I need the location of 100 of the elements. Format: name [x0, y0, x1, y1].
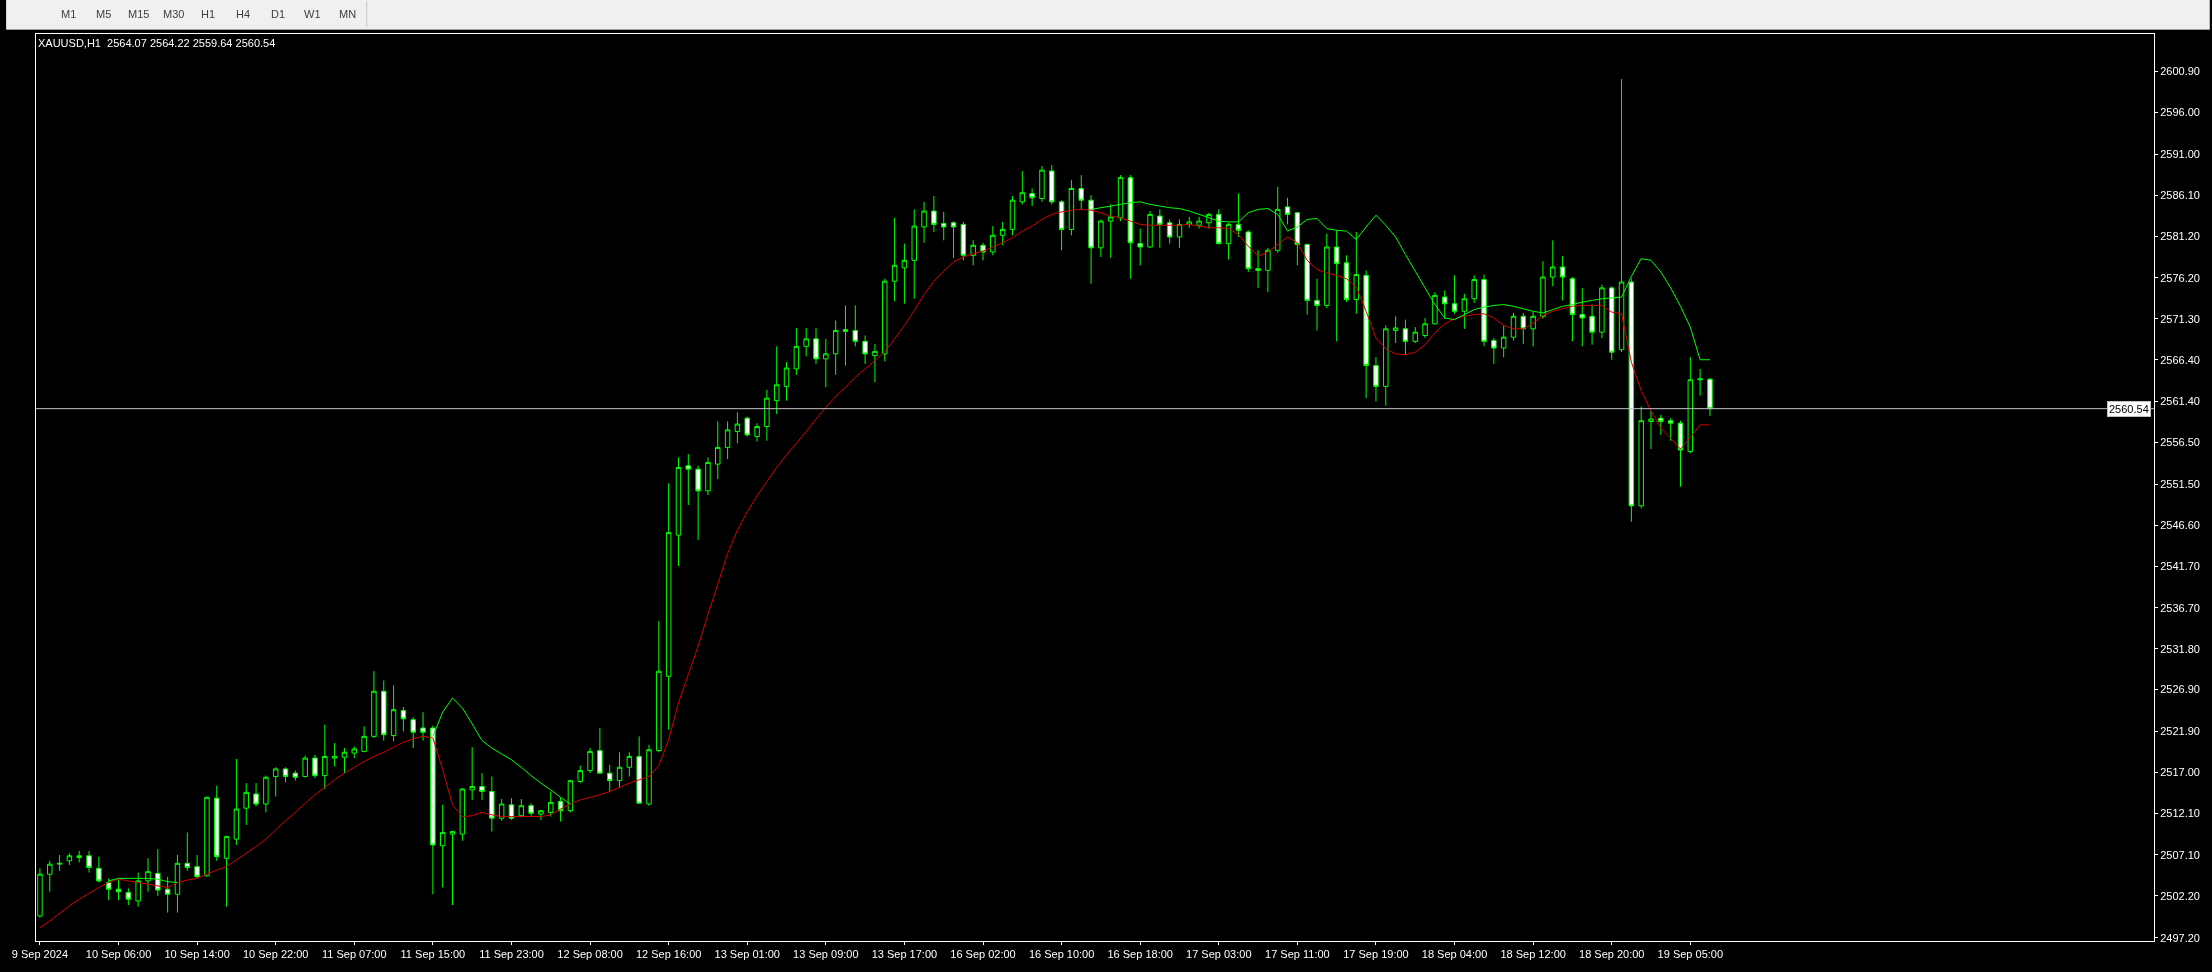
- candlestick: [312, 754, 318, 779]
- x-tick-label: 18 Sep 12:00: [1500, 948, 1566, 961]
- candlestick: [744, 416, 750, 438]
- candlestick: [410, 716, 416, 749]
- candlestick: [47, 860, 53, 893]
- candlestick: [1225, 222, 1232, 260]
- text: W1: [304, 8, 321, 20]
- y-tick-label: 2521.90: [2160, 725, 2200, 738]
- x-tick-label: 16 Sep 10:00: [1028, 948, 1095, 961]
- candlestick: [1402, 319, 1409, 356]
- candlestick: [1422, 317, 1428, 339]
- candlestick: [322, 724, 328, 790]
- y-tick-label: 2497.20: [2160, 931, 2200, 944]
- candlestick: [813, 327, 819, 365]
- candlestick: [803, 327, 809, 357]
- candlestick: [783, 361, 790, 402]
- candlestick: [1098, 218, 1104, 258]
- candlestick: [361, 725, 367, 753]
- y-tick-label: 2596.00: [2160, 106, 2200, 119]
- candlestick: [990, 225, 996, 256]
- candlestick: [204, 796, 210, 878]
- candlestick: [901, 243, 908, 305]
- candlestick: [489, 775, 495, 833]
- candlestick: [214, 785, 220, 862]
- candlestick: [1579, 287, 1585, 347]
- candlestick: [1137, 228, 1143, 266]
- candlestick: [1569, 276, 1576, 342]
- candlestick: [233, 758, 240, 846]
- text: M30: [163, 8, 185, 20]
- candlestick: [911, 208, 917, 300]
- y-tick-label: 2581.20: [2160, 229, 2200, 242]
- candlestick: [184, 831, 191, 872]
- x-tick-label: 9 Sep 2024: [11, 948, 69, 961]
- candlestick: [1530, 310, 1536, 347]
- text: M1: [61, 8, 77, 20]
- candlestick: [1284, 197, 1291, 225]
- candlestick: [292, 770, 299, 782]
- text: D1: [271, 8, 286, 20]
- candlestick: [940, 211, 947, 241]
- y-tick-label: 2546.60: [2160, 518, 2200, 531]
- candlestick: [420, 711, 426, 742]
- candlestick: [341, 747, 348, 774]
- candlestick: [1216, 208, 1222, 245]
- candlestick: [371, 670, 377, 739]
- candlestick: [1009, 195, 1016, 236]
- candlestick: [1324, 233, 1330, 309]
- x-tick-label: 19 Sep 05:00: [1657, 948, 1724, 961]
- candlestick: [223, 835, 230, 908]
- candlestick: [253, 782, 259, 808]
- candlestick: [1461, 293, 1468, 330]
- candlestick: [1441, 289, 1448, 320]
- candlestick: [891, 217, 898, 302]
- candlestick: [508, 797, 515, 821]
- text: M5: [96, 8, 112, 20]
- candlestick: [469, 746, 475, 801]
- candlestick: [439, 804, 446, 889]
- candlestick: [1481, 274, 1487, 347]
- ref-line-label: 2560.54: [2109, 403, 2149, 415]
- candlestick: [793, 327, 800, 376]
- y-tick-label: 2502.20: [2160, 889, 2200, 902]
- candlestick: [390, 684, 397, 742]
- candlestick: [1432, 291, 1438, 326]
- candlestick: [1049, 164, 1055, 205]
- candlestick: [1157, 208, 1163, 249]
- y-tick-label: 2556.50: [2160, 436, 2200, 449]
- candlestick: [479, 772, 485, 801]
- y-tick-label: 2566.40: [2160, 353, 2200, 366]
- candlestick: [272, 766, 279, 798]
- candlestick: [282, 766, 289, 783]
- candlestick: [351, 745, 358, 759]
- candlestick: [302, 755, 308, 778]
- y-tick-label: 2600.90: [2160, 65, 2200, 78]
- candlestick: [243, 782, 249, 826]
- candlestick: [724, 421, 731, 460]
- text: H1: [201, 8, 216, 20]
- candlestick: [999, 221, 1006, 246]
- candlestick: [194, 854, 200, 879]
- candlestick: [331, 742, 338, 767]
- candlestick: [1363, 269, 1369, 399]
- candlestick: [1697, 368, 1703, 397]
- y-tick-label: 2591.00: [2160, 148, 2200, 161]
- text: MN: [339, 8, 357, 20]
- candlestick: [66, 852, 73, 866]
- candlestick: [1333, 229, 1340, 342]
- candlestick: [773, 345, 780, 415]
- candlestick: [921, 201, 927, 244]
- candlestick: [705, 456, 711, 496]
- candlestick: [56, 854, 63, 872]
- candlestick: [832, 319, 839, 376]
- candlestick: [1196, 216, 1202, 230]
- candlestick: [1559, 255, 1566, 301]
- candlestick: [1520, 312, 1527, 345]
- candlestick: [656, 620, 662, 753]
- y-tick-label: 2536.70: [2160, 601, 2200, 614]
- candlestick: [1451, 274, 1458, 315]
- candlestick: [882, 278, 888, 362]
- candlestick: [1471, 274, 1477, 304]
- y-tick-label: 2517.00: [2160, 766, 2200, 779]
- candlestick: [842, 304, 849, 367]
- candlestick: [1068, 179, 1075, 236]
